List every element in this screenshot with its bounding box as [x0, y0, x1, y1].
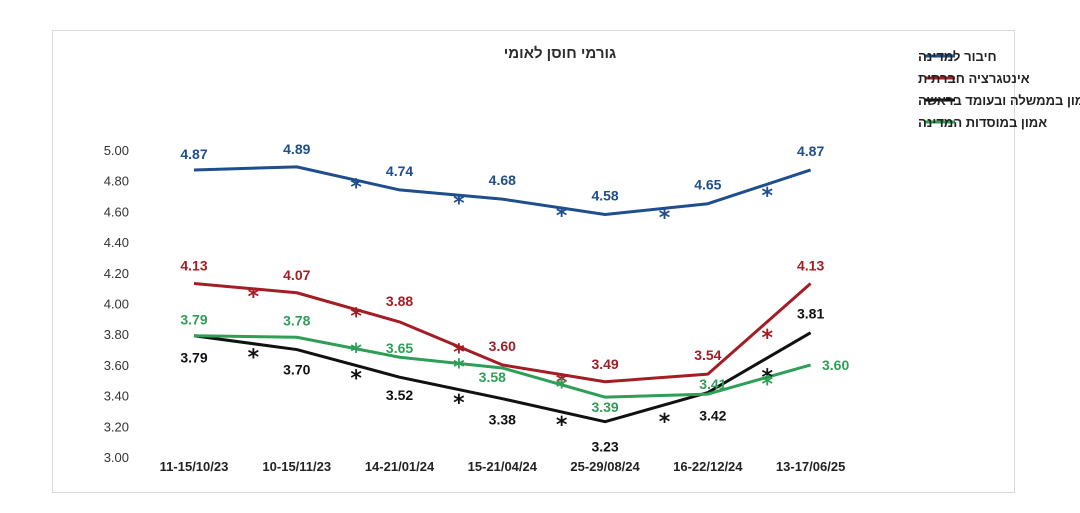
data-label: 3.79	[180, 312, 207, 328]
data-labels: 4.87 4.89 4.74 4.68 4.58 4.65 4.87 4.13 4.07 3.88…	[180, 141, 849, 455]
significance-star: *	[761, 326, 773, 351]
y-axis: 3.00 3.20 3.40 3.60 3.80 4.00 4.20 4.40 4.60 4.80…	[104, 143, 129, 465]
y-tick-label: 4.20	[104, 266, 129, 281]
y-tick-label: 3.00	[104, 450, 129, 465]
data-label: 3.42	[699, 408, 726, 424]
data-label: 3.49	[591, 356, 618, 372]
data-label: 3.58	[479, 369, 506, 385]
data-label: 3.65	[386, 340, 413, 356]
data-label: 4.13	[797, 258, 824, 274]
significance-star: *	[350, 340, 362, 365]
data-label: 3.52	[386, 387, 413, 403]
data-label: 4.68	[489, 172, 516, 188]
data-label: 3.79	[180, 350, 207, 366]
legend-entry: חיבור למדינה	[918, 49, 997, 64]
data-label: 4.13	[180, 258, 207, 274]
data-label: 4.65	[694, 177, 721, 193]
legend-entry: אמון בממשלה ובעומד בראשה	[918, 93, 1080, 108]
x-axis: 11-15/10/23 10-15/11/23 14-21/01/24 15-21/0…	[160, 459, 846, 474]
significance-star: *	[761, 184, 773, 209]
significance-star: *	[248, 346, 260, 371]
legend-entry: אמון במוסדות המדינה	[918, 115, 1047, 130]
significance-star: *	[659, 410, 671, 435]
y-tick-label: 4.60	[104, 204, 129, 219]
series-line	[193, 282, 812, 384]
data-label: 4.74	[386, 163, 413, 179]
data-label: 3.60	[822, 357, 849, 373]
data-label: 3.54	[694, 347, 721, 363]
y-tick-label: 4.00	[104, 297, 129, 312]
x-tick-label: 14-21/01/24	[365, 459, 435, 474]
data-label: 3.78	[283, 312, 310, 328]
significance-star: *	[556, 413, 568, 438]
x-tick-label: 13-17/06/25	[776, 459, 845, 474]
data-label: 4.87	[180, 146, 207, 162]
significance-star: *	[350, 175, 362, 200]
x-tick-label: 10-15/11/23	[262, 459, 331, 474]
series-lines	[193, 165, 812, 424]
data-label: 3.88	[386, 293, 413, 309]
y-tick-label: 3.40	[104, 389, 129, 404]
chart-title: גורמי חוסן לאומי	[504, 45, 616, 62]
x-tick-label: 25-29/08/24	[570, 459, 640, 474]
data-label: 3.70	[283, 362, 310, 378]
data-label: 4.07	[283, 267, 310, 283]
y-tick-label: 3.80	[104, 327, 129, 342]
significance-markers: ** * *********** ***** *	[248, 175, 774, 438]
series-line	[193, 334, 812, 399]
legend: חיבור למדינה אינטגרציה חברתית אמון בממשלה …	[918, 49, 1080, 130]
significance-star: *	[453, 192, 465, 217]
legend-entry: אינטגרציה חברתית	[918, 71, 1030, 86]
y-tick-label: 4.80	[104, 174, 129, 189]
significance-star: *	[556, 204, 568, 229]
data-label: 3.23	[591, 439, 618, 455]
significance-star: *	[761, 372, 773, 397]
data-label: 3.38	[489, 412, 516, 428]
significance-star: *	[761, 366, 773, 391]
significance-star: *	[350, 304, 362, 329]
significance-star: *	[350, 366, 362, 391]
y-tick-label: 4.40	[104, 235, 129, 250]
x-tick-label: 15-21/04/24	[468, 459, 538, 474]
data-label: 3.81	[797, 306, 824, 322]
data-label: 3.60	[489, 338, 516, 354]
significance-star: *	[453, 356, 465, 381]
significance-star: *	[556, 376, 568, 401]
y-tick-label: 5.00	[104, 143, 129, 158]
significance-star: *	[453, 391, 465, 416]
significance-star: *	[659, 206, 671, 231]
series-line	[193, 165, 812, 216]
chart-frame	[52, 30, 1015, 493]
x-tick-label: 11-15/10/23	[160, 459, 229, 474]
y-tick-label: 3.60	[104, 358, 129, 373]
y-tick-label: 3.20	[104, 419, 129, 434]
data-label: 3.41	[699, 376, 726, 392]
x-tick-label: 16-22/12/24	[673, 459, 743, 474]
significance-star: *	[453, 340, 465, 365]
data-label: 4.58	[591, 187, 618, 203]
data-label: 3.39	[591, 399, 618, 415]
data-label: 4.87	[797, 143, 824, 159]
significance-star: *	[248, 285, 260, 310]
significance-star: *	[556, 370, 568, 395]
data-label: 4.89	[283, 141, 310, 157]
